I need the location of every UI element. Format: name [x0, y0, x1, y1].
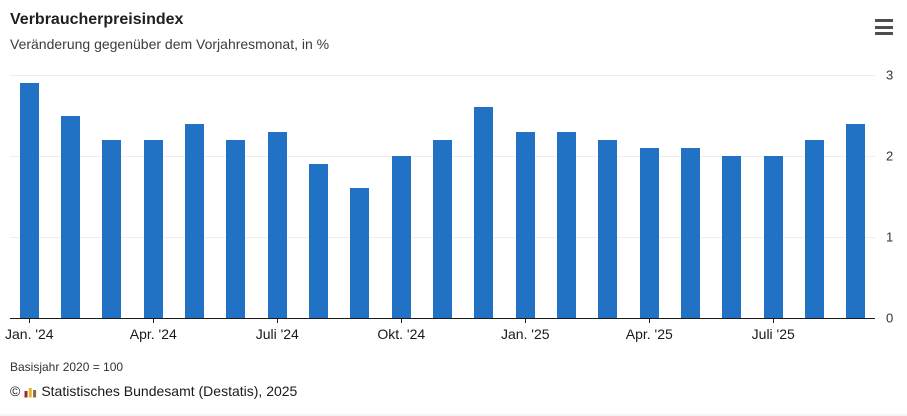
x-axis-tick — [153, 318, 155, 323]
bar[interactable] — [763, 156, 783, 318]
bar[interactable] — [846, 123, 866, 318]
x-axis-tick — [401, 318, 403, 323]
base-year-note: Basisjahr 2020 = 100 — [10, 360, 124, 374]
x-axis-tick — [29, 318, 31, 323]
bar[interactable] — [515, 131, 535, 318]
bar[interactable] — [681, 147, 701, 318]
x-axis-tick — [773, 318, 775, 323]
bar[interactable] — [557, 131, 577, 318]
x-axis-tick-label: Okt. '24 — [377, 326, 426, 342]
y-axis-tick-label: 2 — [886, 148, 894, 164]
chart-menu-button[interactable] — [875, 18, 895, 36]
x-axis-tick-label: Jan. '24 — [4, 326, 54, 342]
copyright-text: Statistisches Bundesamt (Destatis), 2025 — [41, 383, 298, 399]
bar[interactable] — [102, 139, 122, 318]
hamburger-menu-icon — [875, 25, 893, 29]
bar[interactable] — [185, 123, 205, 318]
y-axis-tick-label: 3 — [886, 67, 894, 83]
bar[interactable] — [722, 156, 742, 318]
x-axis-tick-label: Jan. '25 — [500, 326, 550, 342]
x-axis-tick-label: Juli '24 — [255, 326, 299, 342]
bar[interactable] — [805, 139, 825, 318]
bar[interactable] — [19, 83, 39, 318]
bar[interactable] — [143, 139, 163, 318]
bar[interactable] — [226, 139, 246, 318]
copyright-line: © Statistisches Bundesamt (Destatis), 20… — [10, 383, 297, 399]
x-axis-tick — [649, 318, 651, 323]
bar[interactable] — [474, 107, 494, 318]
x-axis-line — [10, 318, 875, 319]
bar[interactable] — [267, 131, 287, 318]
y-axis-tick-label: 0 — [886, 310, 894, 326]
hamburger-menu-icon — [875, 32, 893, 35]
x-axis-tick-label: Juli '25 — [751, 326, 795, 342]
bar[interactable] — [61, 115, 81, 318]
hamburger-menu-icon — [875, 19, 893, 22]
x-axis-tick — [277, 318, 279, 323]
destatis-bar-chart-logo-icon — [24, 385, 37, 398]
x-axis-tick-label: Apr. '24 — [129, 326, 177, 342]
chart-subtitle: Veränderung gegenüber dem Vorjahresmonat… — [10, 36, 330, 52]
y-axis-tick-label: 1 — [886, 229, 894, 245]
bar-chart-plot-area: 0 1 2 3 Jan. '24 Apr. '24 Juli '24 Okt. '24 Jan.… — [5, 69, 893, 343]
bar[interactable] — [639, 147, 659, 318]
bar[interactable] — [391, 156, 411, 318]
x-axis-tick — [525, 318, 527, 323]
page-title: Verbraucherpreisindex — [10, 11, 184, 28]
copyright-symbol: © — [10, 383, 21, 399]
x-axis-tick-label: Apr. '25 — [625, 326, 673, 342]
gridline — [10, 75, 875, 76]
bar[interactable] — [350, 188, 370, 318]
bar[interactable] — [433, 139, 453, 318]
bar[interactable] — [598, 139, 618, 318]
bar[interactable] — [309, 164, 329, 318]
